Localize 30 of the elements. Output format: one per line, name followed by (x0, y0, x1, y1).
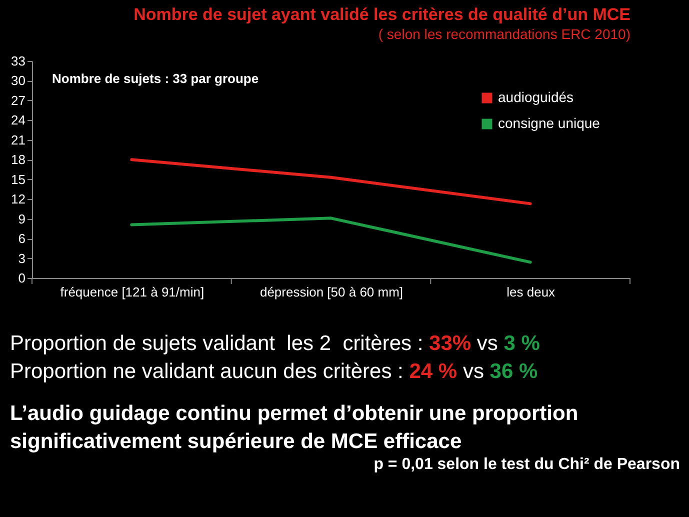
y-tick-label: 30 (11, 73, 26, 88)
text: 36 % (488, 360, 538, 383)
annotation: Nombre de sujets : 33 par groupe (52, 71, 259, 86)
x-tick-label: dépression [50 à 60 mm] (260, 284, 404, 300)
y-tick-label: 21 (11, 132, 26, 148)
y-tick-label: 27 (11, 92, 26, 108)
chart-subtitle: ( selon les recommandations ERC 2010) (378, 26, 630, 42)
x-tick-label: fréquence [121 à 91/min] (60, 284, 204, 300)
y-tick-label: 18 (11, 152, 26, 168)
legend-label: consigne unique (498, 115, 600, 131)
text: p = 0,01 selon le test du Chi² de Pearson (372, 456, 680, 474)
text: 24 % (408, 360, 458, 383)
legend-label: audioguidés (498, 89, 574, 105)
text: 33% (428, 332, 472, 355)
text: vs (462, 360, 484, 383)
text: 3 % (502, 332, 540, 355)
y-tick-label: 6 (18, 231, 26, 246)
y-tick-label: 24 (11, 112, 26, 128)
text: vs (476, 332, 498, 355)
y-tick-label: 0 (18, 270, 26, 286)
text: Proportion de sujets validant les 2 critères : (10, 332, 424, 355)
y-tick-label: 15 (11, 172, 26, 187)
y-tick-label: 33 (11, 54, 26, 68)
chart-title: Nombre de sujet ayant validé les critères de qualité d’un MCE (134, 5, 630, 24)
x-tick-label: les deux (506, 284, 556, 300)
text: Proportion ne validant aucun des critères : (10, 360, 404, 383)
y-tick-label: 9 (18, 211, 26, 226)
y-tick-label: 3 (18, 250, 26, 266)
text: L’audio guidage continu permet d’obtenir une proportion significativement supérieure de MCE efficace (10, 401, 580, 455)
y-tick-label: 12 (11, 192, 26, 207)
